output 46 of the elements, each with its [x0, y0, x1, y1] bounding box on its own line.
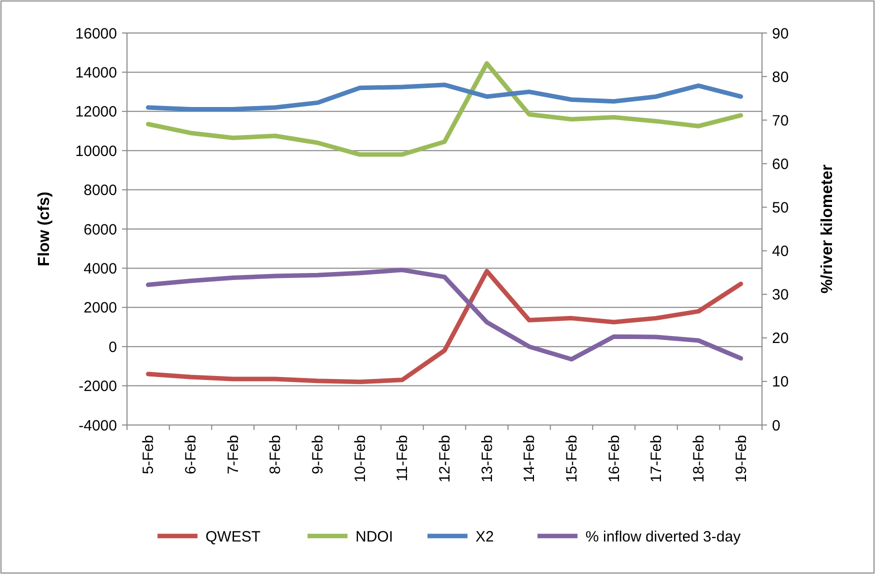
- x-tick-label: 12-Feb: [436, 435, 454, 483]
- y-axis-title: Flow (cfs): [36, 192, 53, 266]
- y2-tick-label: 90: [772, 25, 789, 42]
- legend-label: % inflow diverted 3-day: [586, 528, 742, 546]
- y-tick-label: 12000: [75, 104, 117, 121]
- y-tick-label: 16000: [75, 25, 117, 42]
- y2-tick-label: 20: [772, 330, 789, 348]
- y-tick-label: 14000: [75, 64, 117, 82]
- legend-label: NDOI: [356, 528, 393, 546]
- x-tick-label: 11-Feb: [394, 435, 412, 482]
- x-tick-label: 15-Feb: [564, 435, 580, 483]
- x-tick-label: 8-Feb: [267, 435, 284, 474]
- x-tick-label: 16-Feb: [606, 435, 623, 483]
- x-tick-label: 17-Feb: [648, 435, 666, 483]
- x-tick-label: 19-Feb: [732, 435, 750, 483]
- line-series: [146, 268, 744, 384]
- x-tick-label: 14-Feb: [521, 435, 538, 483]
- line-series: [146, 61, 744, 157]
- y-tick-label: 8000: [84, 182, 117, 200]
- x-tick-label: 5-Feb: [140, 435, 158, 474]
- legend-label: X2: [476, 528, 494, 546]
- y-tick-label: -2000: [78, 378, 117, 396]
- x-tick-label: 13-Feb: [478, 435, 496, 483]
- y2-axis-title: %/river kilometer: [819, 164, 836, 294]
- y2-tick-label: 0: [772, 417, 780, 434]
- y2-tick-label: 50: [772, 199, 789, 216]
- x-tick-label: 9-Feb: [310, 435, 326, 474]
- y-tick-label: 10000: [75, 142, 117, 160]
- x-tick-label: 18-Feb: [690, 435, 708, 483]
- y-tick-label: 0: [108, 338, 117, 356]
- y2-tick-label: 40: [772, 243, 789, 260]
- y2-tick-label: 70: [772, 112, 789, 130]
- x-tick-label: 7-Feb: [224, 435, 242, 474]
- y2-tick-label: 30: [772, 286, 789, 304]
- x-tick-label: 10-Feb: [352, 435, 369, 483]
- y2-tick-label: 80: [772, 68, 789, 86]
- line-series: [146, 268, 744, 362]
- y-tick-label: 4000: [84, 260, 117, 278]
- line-series: [146, 82, 744, 112]
- y-tick-label: 6000: [84, 221, 117, 238]
- y-tick-label: -4000: [78, 417, 117, 434]
- y2-tick-label: 10: [772, 374, 789, 391]
- y-tick-label: 2000: [84, 300, 117, 317]
- legend-label: QWEST: [206, 528, 260, 546]
- x-tick-label: 6-Feb: [182, 435, 200, 474]
- y2-tick-label: 60: [772, 156, 789, 173]
